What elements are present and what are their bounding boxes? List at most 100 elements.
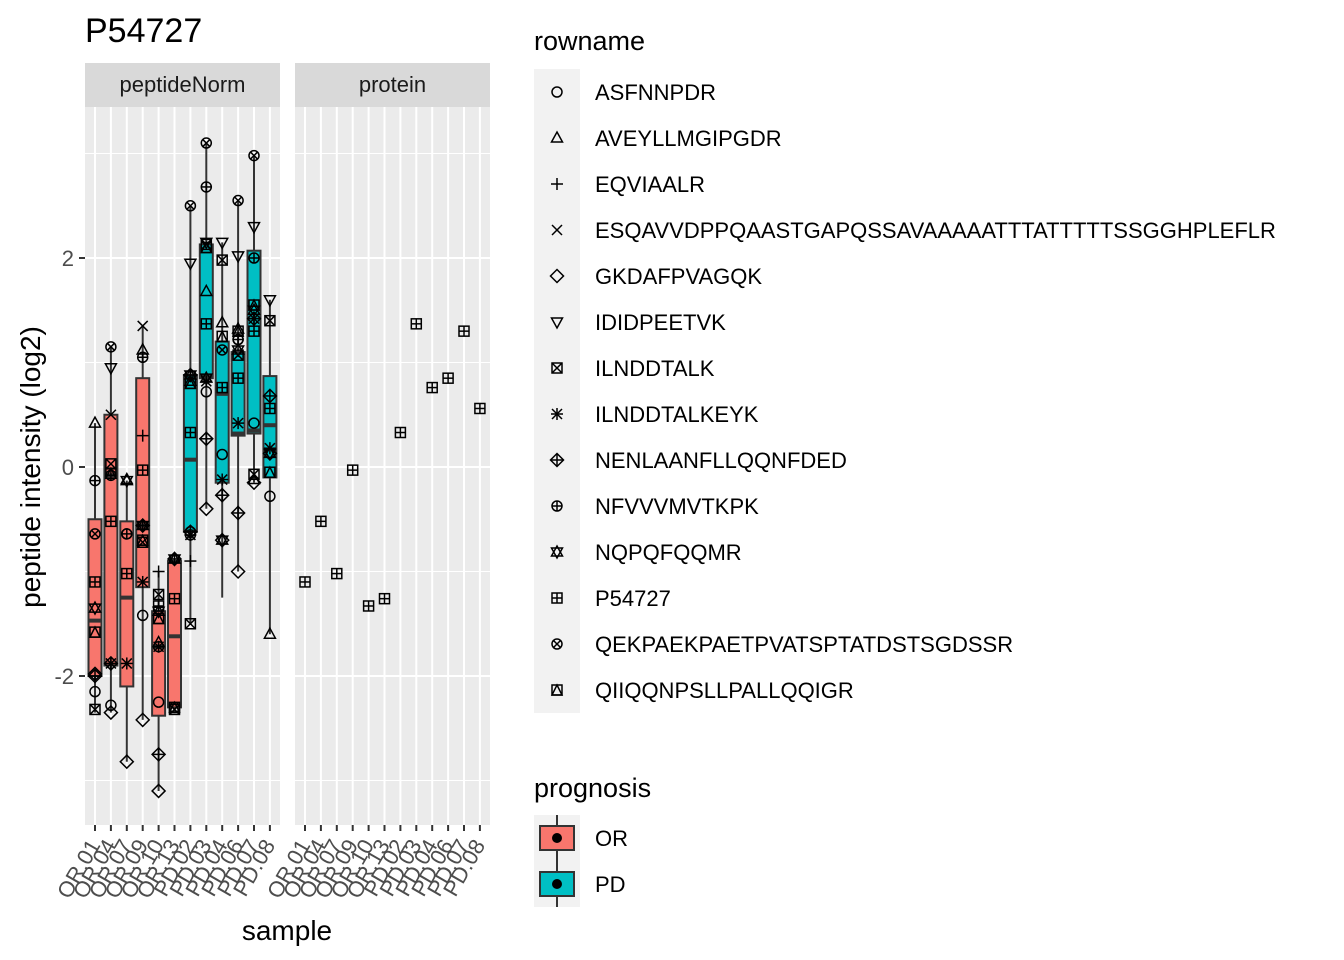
point-NQPQFQQMR-OR.13 (167, 551, 182, 567)
legend-item-label: QEKPAEKPAETPVATSPTATDSTSGDSSR (595, 632, 1013, 657)
point-AVEYLLMGIPGDR-PD.03 (199, 283, 214, 297)
point-P54727-PD.06 (232, 372, 244, 384)
point-AVEYLLMGIPGDR-PD.02 (183, 373, 198, 387)
point-NQPQFQQMR-PD.07 (247, 302, 261, 318)
box (182, 374, 198, 533)
legend-key-ASFNNPDR (551, 86, 563, 98)
point-ASFNNPDR-PD.04 (216, 448, 228, 461)
point-QEKPAEKPAETPVATSPTATDSTSGDSSR-PD.02 (184, 200, 197, 212)
point-QEKPAEKPAETPVATSPTATDSTSGDSSR-PD.06 (232, 194, 244, 207)
box (103, 413, 119, 667)
legend-key-NFVVVMVTKPK (551, 500, 563, 512)
legend-rowname-title: rowname (534, 26, 645, 56)
legend-item-label: P54727 (595, 586, 671, 611)
y-tick-label: -2 (54, 664, 74, 689)
point-NQPQFQQMR-PD.03 (199, 370, 214, 386)
box (214, 340, 230, 484)
facet-panels: peptideNormOR.01OR.04OR.07OR.09OR.10OR.1… (52, 63, 490, 903)
point-QIIQQNPSLLPALLQQIGR-OR.01 (88, 625, 102, 638)
point-GKDAFPVAGQK-OR.04 (103, 705, 119, 721)
facet-panel-protein: proteinOR.01OR.04OR.07OR.09OR.10OR.13PD.… (262, 63, 490, 903)
point-P54727-PD.03 (200, 318, 213, 330)
point-IDIDPEETVK-PD.04 (215, 237, 229, 250)
legend-item-label: EQVIAALR (595, 172, 705, 197)
point-GKDAFPVAGQK-PD.07 (246, 475, 262, 491)
point-AVEYLLMGIPGDR-OR.01 (88, 415, 102, 428)
legend-item-label: ILNDDTALK (595, 356, 715, 381)
point-GKDAFPVAGQK-PD.06 (230, 563, 246, 580)
facet-strip-label: protein (359, 72, 426, 97)
point-NENLAANFLLQQNFDED-OR.10 (151, 746, 167, 762)
point-NENLAANFLLQQNFDED-OR.01 (87, 668, 103, 684)
point-protein-OR.13 (378, 592, 391, 605)
point-NQPQFQQMR-PD.04 (215, 532, 229, 548)
point-protein-OR.07 (331, 567, 343, 580)
point-P54727-PD.08 (264, 402, 276, 415)
box (87, 518, 103, 677)
point-P54727-OR.04 (105, 515, 117, 528)
point-IDIDPEETVK-PD.07 (247, 221, 261, 235)
point-ILNDDTALKEYK-OR.07 (120, 657, 133, 670)
legend-item-label: NQPQFQQMR (595, 540, 742, 565)
legend-item-label: ESQAVVDPPQAASTGAPQSSAVAAAAATTTATTTTTSSGG… (595, 218, 1276, 243)
point-protein-PD.08 (474, 402, 486, 415)
point-GKDAFPVAGQK-OR.07 (119, 754, 135, 770)
legend-key-IDIDPEETVK (550, 317, 564, 330)
point-NFVVVMVTKPK-OR.09 (136, 351, 149, 364)
point-P54727-OR.09 (136, 464, 149, 476)
facet-panel-peptideNorm: peptideNormOR.01OR.04OR.07OR.09OR.10OR.1… (52, 63, 280, 903)
legend-key-ILNDDTALKEYK (551, 408, 563, 420)
y-tick-label: 0 (62, 455, 74, 480)
point-IDIDPEETVK-PD.08 (263, 295, 277, 308)
point-AVEYLLMGIPGDR-PD.04 (215, 315, 229, 328)
legend-key-QIIQQNPSLLPALLQQIGR (550, 683, 564, 696)
box (135, 377, 151, 589)
point-QIIQQNPSLLPALLQQIGR-OR.04 (104, 466, 118, 480)
point-NQPQFQQMR-PD.08 (263, 445, 277, 461)
legend-item-label: PD (595, 872, 626, 897)
y-axis: -2 0 2 (54, 246, 85, 689)
legend-key-bg (534, 115, 580, 161)
legend-item-label: ILNDDTALKEYK (595, 402, 759, 427)
box (119, 520, 135, 688)
point-ILNDDTALKEYK-PD.04 (216, 473, 229, 486)
point-NENLAANFLLQQNFDED-PD.08 (262, 388, 278, 404)
legend-key-NQPQFQQMR (550, 544, 564, 560)
point-QIIQQNPSLLPALLQQIGR-OR.09 (136, 533, 149, 546)
legend-key-NENLAANFLLQQNFDED (549, 452, 565, 468)
legend-key-bg (534, 667, 580, 713)
point-protein-PD.04 (426, 381, 438, 394)
point-ASFNNPDR-OR.04 (105, 699, 117, 712)
legend-key-bg (534, 69, 580, 115)
facet-strip (295, 63, 490, 107)
facet-strip-label: peptideNorm (120, 72, 246, 97)
boxplot-OR.13 (167, 558, 182, 713)
point-ASFNNPDR-OR.10 (152, 696, 165, 708)
point-ILNDDTALKEYK-PD.06 (232, 417, 245, 430)
legend-key-AVEYLLMGIPGDR (550, 130, 564, 143)
point-NENLAANFLLQQNFDED-PD.03 (198, 431, 214, 447)
point-P54727-OR.10 (152, 600, 165, 612)
point-protein-PD.06 (442, 372, 454, 384)
point-ASFNNPDR-OR.01 (89, 685, 101, 698)
point-NFVVVMVTKPK-PD.03 (200, 181, 213, 193)
point-NQPQFQQMR-PD.06 (231, 342, 245, 358)
point-NFVVVMVTKPK-PD.07 (248, 252, 260, 264)
legend-key-bg (534, 299, 580, 345)
legend-item-label: NENLAANFLLQQNFDED (595, 448, 847, 473)
point-QIIQQNPSLLPALLQQIGR-PD.07 (247, 298, 261, 311)
box (167, 560, 182, 709)
boxplot-PD.07 (246, 155, 262, 483)
point-AVEYLLMGIPGDR-PD.06 (231, 321, 245, 334)
point-GKDAFPVAGQK-OR.09 (135, 712, 151, 728)
legend-key-EQVIAALR (551, 178, 563, 190)
legend-item-label: QIIQQNPSLLPALLQQIGR (595, 678, 854, 703)
point-QEKPAEKPAETPVATSPTATDSTSGDSSR-PD.04 (216, 344, 228, 356)
point-ASFNNPDR-PD.08 (264, 490, 276, 503)
point-protein-PD.07 (458, 325, 470, 337)
legend-prognosis-title: prognosis (534, 773, 651, 803)
y-tick-label: 2 (62, 246, 74, 271)
point-P54727-PD.02 (184, 426, 197, 439)
point-QIIQQNPSLLPALLQQIGR-PD.03 (200, 240, 213, 254)
point-ILNDDTALK-PD.08 (264, 314, 276, 327)
